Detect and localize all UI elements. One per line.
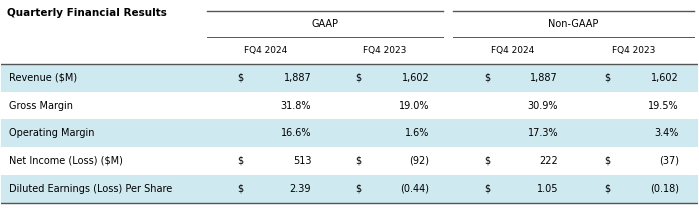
Text: 1.6%: 1.6% xyxy=(405,128,430,138)
Text: Revenue ($M): Revenue ($M) xyxy=(9,73,77,83)
Text: $: $ xyxy=(484,73,490,83)
Text: 222: 222 xyxy=(540,156,559,166)
Text: FQ4 2023: FQ4 2023 xyxy=(363,46,406,55)
Text: $: $ xyxy=(355,156,361,166)
Text: 16.6%: 16.6% xyxy=(281,128,311,138)
Text: 1,602: 1,602 xyxy=(651,73,679,83)
Text: Quarterly Financial Results: Quarterly Financial Results xyxy=(7,7,167,17)
Text: Gross Margin: Gross Margin xyxy=(9,100,73,110)
Text: (92): (92) xyxy=(410,156,430,166)
FancyBboxPatch shape xyxy=(1,92,698,119)
Text: 30.9%: 30.9% xyxy=(528,100,559,110)
Text: FQ4 2024: FQ4 2024 xyxy=(245,46,287,55)
Text: 1.05: 1.05 xyxy=(537,184,559,194)
FancyBboxPatch shape xyxy=(1,147,698,175)
Text: 2.39: 2.39 xyxy=(289,184,311,194)
Text: FQ4 2023: FQ4 2023 xyxy=(612,46,656,55)
Text: Non-GAAP: Non-GAAP xyxy=(548,19,598,29)
Text: $: $ xyxy=(484,156,490,166)
FancyBboxPatch shape xyxy=(1,119,698,147)
FancyBboxPatch shape xyxy=(1,175,698,203)
Text: $: $ xyxy=(355,184,361,194)
Text: $: $ xyxy=(605,156,611,166)
Text: Diluted Earnings (Loss) Per Share: Diluted Earnings (Loss) Per Share xyxy=(9,184,172,194)
Text: 513: 513 xyxy=(293,156,311,166)
Text: GAAP: GAAP xyxy=(312,19,338,29)
Text: 17.3%: 17.3% xyxy=(528,128,559,138)
Text: 1,887: 1,887 xyxy=(284,73,311,83)
Text: $: $ xyxy=(237,73,243,83)
Text: 31.8%: 31.8% xyxy=(281,100,311,110)
Text: (0.44): (0.44) xyxy=(401,184,430,194)
Text: 19.5%: 19.5% xyxy=(649,100,679,110)
Text: $: $ xyxy=(605,73,611,83)
Text: 19.0%: 19.0% xyxy=(399,100,430,110)
Text: 1,602: 1,602 xyxy=(402,73,430,83)
Text: (37): (37) xyxy=(659,156,679,166)
Text: (0.18): (0.18) xyxy=(650,184,679,194)
Text: $: $ xyxy=(484,184,490,194)
Text: 3.4%: 3.4% xyxy=(654,128,679,138)
FancyBboxPatch shape xyxy=(1,64,698,92)
Text: Net Income (Loss) ($M): Net Income (Loss) ($M) xyxy=(9,156,123,166)
Text: $: $ xyxy=(237,184,243,194)
Text: $: $ xyxy=(355,73,361,83)
Text: $: $ xyxy=(605,184,611,194)
Text: 1,887: 1,887 xyxy=(531,73,559,83)
Text: Operating Margin: Operating Margin xyxy=(9,128,94,138)
Text: $: $ xyxy=(237,156,243,166)
Text: FQ4 2024: FQ4 2024 xyxy=(491,46,535,55)
